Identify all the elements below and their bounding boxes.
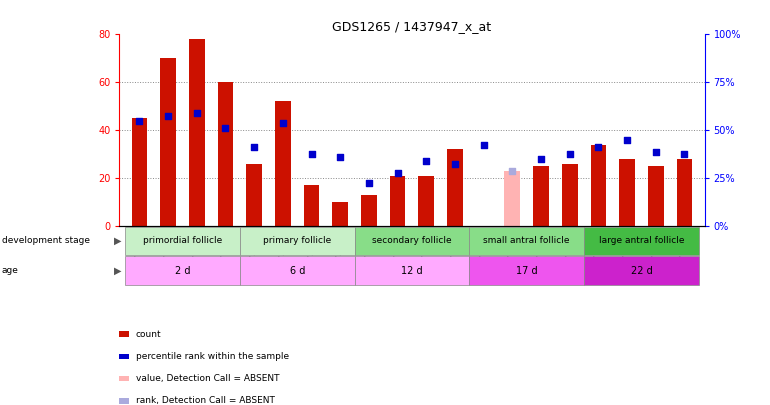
Point [363, 179, 375, 186]
Text: percentile rank within the sample: percentile rank within the sample [136, 352, 289, 361]
Bar [354, 256, 470, 285]
Point [306, 151, 318, 158]
Point [506, 168, 518, 174]
Point [535, 156, 547, 162]
Bar [189, 39, 205, 226]
Bar [125, 226, 239, 255]
Point [191, 110, 203, 117]
Bar [533, 166, 549, 226]
Bar [246, 164, 262, 226]
Text: ▶: ▶ [114, 236, 122, 246]
Text: large antral follicle: large antral follicle [599, 237, 685, 245]
Point [621, 136, 633, 143]
Text: count: count [136, 330, 161, 339]
Point [334, 153, 346, 160]
Point [162, 113, 174, 119]
Text: secondary follicle: secondary follicle [372, 237, 452, 245]
Point [592, 144, 604, 150]
Bar [218, 82, 233, 226]
Bar [584, 256, 699, 285]
Text: small antral follicle: small antral follicle [484, 237, 570, 245]
Point [678, 151, 691, 158]
Bar [418, 176, 434, 226]
Bar [239, 226, 354, 255]
Point [276, 120, 289, 126]
Text: primordial follicle: primordial follicle [142, 237, 222, 245]
Bar [125, 256, 239, 285]
Text: 17 d: 17 d [516, 266, 537, 276]
Text: development stage: development stage [2, 237, 89, 245]
Bar [470, 226, 584, 255]
Point [564, 151, 576, 158]
Bar [160, 58, 176, 226]
Point [219, 125, 232, 131]
Text: 22 d: 22 d [631, 266, 652, 276]
Bar [470, 256, 584, 285]
Bar [390, 176, 406, 226]
Title: GDS1265 / 1437947_x_at: GDS1265 / 1437947_x_at [333, 20, 491, 33]
Text: 2 d: 2 d [175, 266, 190, 276]
Text: value, Detection Call = ABSENT: value, Detection Call = ABSENT [136, 374, 279, 383]
Point [449, 160, 461, 167]
Point [391, 170, 403, 177]
Bar [132, 118, 147, 226]
Bar [447, 149, 463, 226]
Bar [677, 159, 692, 226]
Bar [303, 185, 320, 226]
Text: age: age [2, 266, 18, 275]
Point [477, 141, 490, 148]
Point [420, 158, 433, 164]
Text: primary follicle: primary follicle [263, 237, 331, 245]
Bar [354, 226, 470, 255]
Text: 12 d: 12 d [401, 266, 423, 276]
Bar [648, 166, 664, 226]
Bar [239, 256, 354, 285]
Bar [361, 195, 377, 226]
Point [133, 117, 146, 124]
Point [650, 149, 662, 155]
Bar [275, 102, 291, 226]
Bar [504, 171, 521, 226]
Bar [591, 145, 606, 226]
Point [248, 144, 260, 150]
Bar [333, 202, 348, 226]
Text: rank, Detection Call = ABSENT: rank, Detection Call = ABSENT [136, 396, 274, 405]
Text: 6 d: 6 d [290, 266, 305, 276]
Bar [584, 226, 699, 255]
Bar [562, 164, 578, 226]
Text: ▶: ▶ [114, 266, 122, 276]
Bar [619, 159, 635, 226]
